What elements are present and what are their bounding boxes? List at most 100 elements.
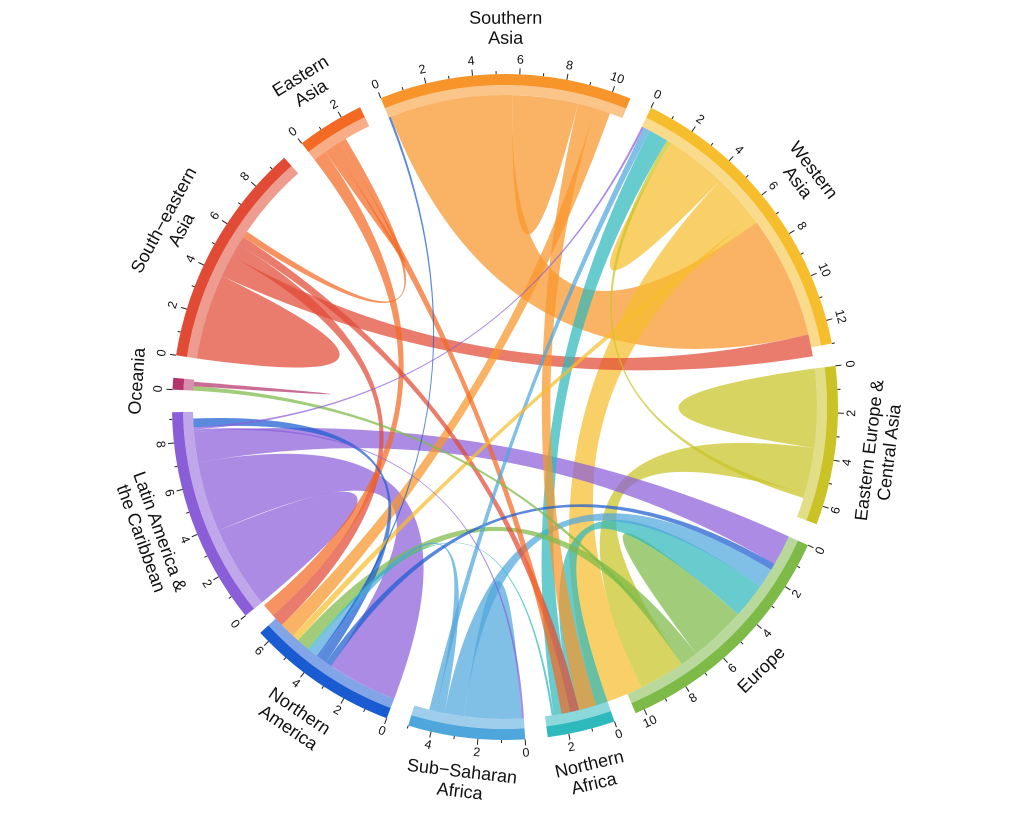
tick-mark — [384, 718, 388, 725]
tick-mark — [300, 672, 305, 678]
tick-label: 0 — [613, 726, 624, 742]
tick-label: 4 — [423, 737, 433, 752]
ribbon-southern-asia-to-southern-asia — [512, 95, 579, 235]
region-arc-sub-saharan-africa-inner — [411, 705, 525, 730]
tick-mark — [775, 211, 779, 215]
ribbon-eastern-europe-central-asia-to-eastern-europe-central-asia — [678, 368, 818, 449]
region-arc-oceania-inner — [183, 378, 195, 391]
tick-mark — [378, 92, 382, 99]
tick-mark — [643, 709, 648, 716]
tick-label: 0 — [154, 348, 169, 357]
tick-mark — [191, 533, 198, 538]
tick-label: 10 — [815, 261, 833, 279]
region-arc-southern-asia — [380, 73, 631, 109]
tick-mark — [337, 111, 342, 118]
tick-mark — [191, 285, 195, 288]
ribbon-europe-to-europe — [622, 533, 739, 654]
tick-label: 8 — [794, 219, 810, 232]
tick-mark — [177, 330, 181, 333]
tick-mark — [471, 69, 473, 76]
region-label-oceania: Oceania — [124, 346, 149, 415]
tick-mark — [671, 116, 674, 120]
tick-mark — [238, 202, 242, 205]
tick-mark — [704, 672, 708, 676]
region-arc-europe-inner — [627, 536, 798, 704]
tick-mark — [745, 174, 749, 178]
region-arc-eastern-europe-central-asia — [806, 365, 839, 525]
tick-mark — [176, 489, 183, 492]
tick-label: 0 — [812, 545, 828, 557]
region-label-europe: Europe — [733, 642, 789, 697]
tick-label: 6 — [517, 52, 525, 66]
tick-label: 2 — [199, 577, 215, 590]
ribbon-latin-america-the-caribbean-to-latin-america-the-caribbean — [218, 491, 358, 603]
tick-mark — [612, 86, 616, 93]
tick-mark — [429, 731, 432, 738]
tick-label: 8 — [153, 440, 168, 448]
tick-label: 10 — [609, 69, 627, 87]
ribbon-southern-asia-to-europe — [541, 103, 597, 711]
region-arc-eastern-asia — [301, 107, 365, 152]
tick-label: 6 — [828, 505, 843, 516]
region-label-southern-asia: Southern — [469, 8, 542, 28]
tick-mark — [174, 465, 178, 468]
tick-mark — [728, 155, 734, 162]
region-arc-south-eastern-asia-inner — [186, 165, 299, 359]
tick-mark — [167, 442, 175, 445]
region-arc-eastern-europe-central-asia-inner — [797, 367, 827, 521]
ribbon-sub-saharan-africa-to-sub-saharan-africa — [464, 580, 522, 719]
tick-label: 0 — [651, 87, 663, 103]
tick-label: 2 — [473, 745, 481, 760]
ribbon-south-eastern-asia-to-northern-america — [231, 244, 384, 626]
tick-mark — [340, 698, 345, 704]
tick-label: 0 — [522, 745, 530, 759]
tick-mark — [566, 73, 569, 80]
tick-mark — [833, 459, 840, 462]
tick-label: 2 — [693, 112, 707, 128]
ribbon-sub-saharan-africa-to-northern-america — [309, 542, 459, 714]
tick-label: 4 — [177, 534, 193, 546]
region-arc-eastern-asia-inner — [308, 117, 370, 160]
tick-mark — [831, 342, 835, 344]
tick-label: 0 — [228, 617, 243, 631]
tick-label: 2 — [165, 299, 180, 310]
tick-mark — [685, 686, 690, 692]
tick-mark — [318, 126, 322, 130]
tick-mark — [186, 511, 190, 514]
tick-label: 6 — [207, 209, 223, 223]
tick-label: 4 — [467, 54, 475, 69]
tick-label: 12 — [832, 308, 849, 325]
tick-mark — [423, 77, 427, 84]
tick-label: 6 — [725, 661, 739, 676]
tick-mark — [213, 576, 219, 581]
tick-label: 6 — [252, 643, 267, 658]
tick-mark — [740, 641, 744, 645]
tick-mark — [221, 220, 228, 225]
tick-mark — [269, 166, 273, 170]
tick-label: 8 — [686, 690, 699, 706]
tick-mark — [591, 728, 594, 732]
tick-mark — [363, 708, 366, 713]
tick-mark — [785, 586, 791, 591]
region-arc-northern-america-inner — [268, 618, 395, 709]
region-label-southern-asia: Asia — [488, 28, 524, 48]
tick-label: 0 — [376, 723, 388, 739]
tick-mark — [807, 544, 814, 549]
tick-mark — [228, 596, 232, 599]
tick-mark — [211, 242, 215, 245]
tick-label: 6 — [162, 488, 177, 498]
tick-mark — [170, 353, 177, 356]
region-arc-northern-africa — [546, 711, 615, 738]
ribbon-south-eastern-asia-to-south-eastern-asia — [196, 275, 340, 368]
tick-mark — [589, 81, 592, 86]
tick-label: 2 — [844, 410, 858, 417]
tick-mark — [691, 126, 696, 132]
ribbon-eastern-asia-to-eastern-asia — [325, 146, 407, 263]
tick-mark — [198, 261, 205, 266]
region-arc-south-eastern-asia — [176, 157, 292, 357]
tick-mark — [401, 86, 404, 91]
tick-label: 2 — [417, 62, 427, 77]
region-arc-oceania — [172, 377, 185, 391]
tick-mark — [771, 605, 775, 609]
tick-label: 4 — [289, 676, 303, 691]
